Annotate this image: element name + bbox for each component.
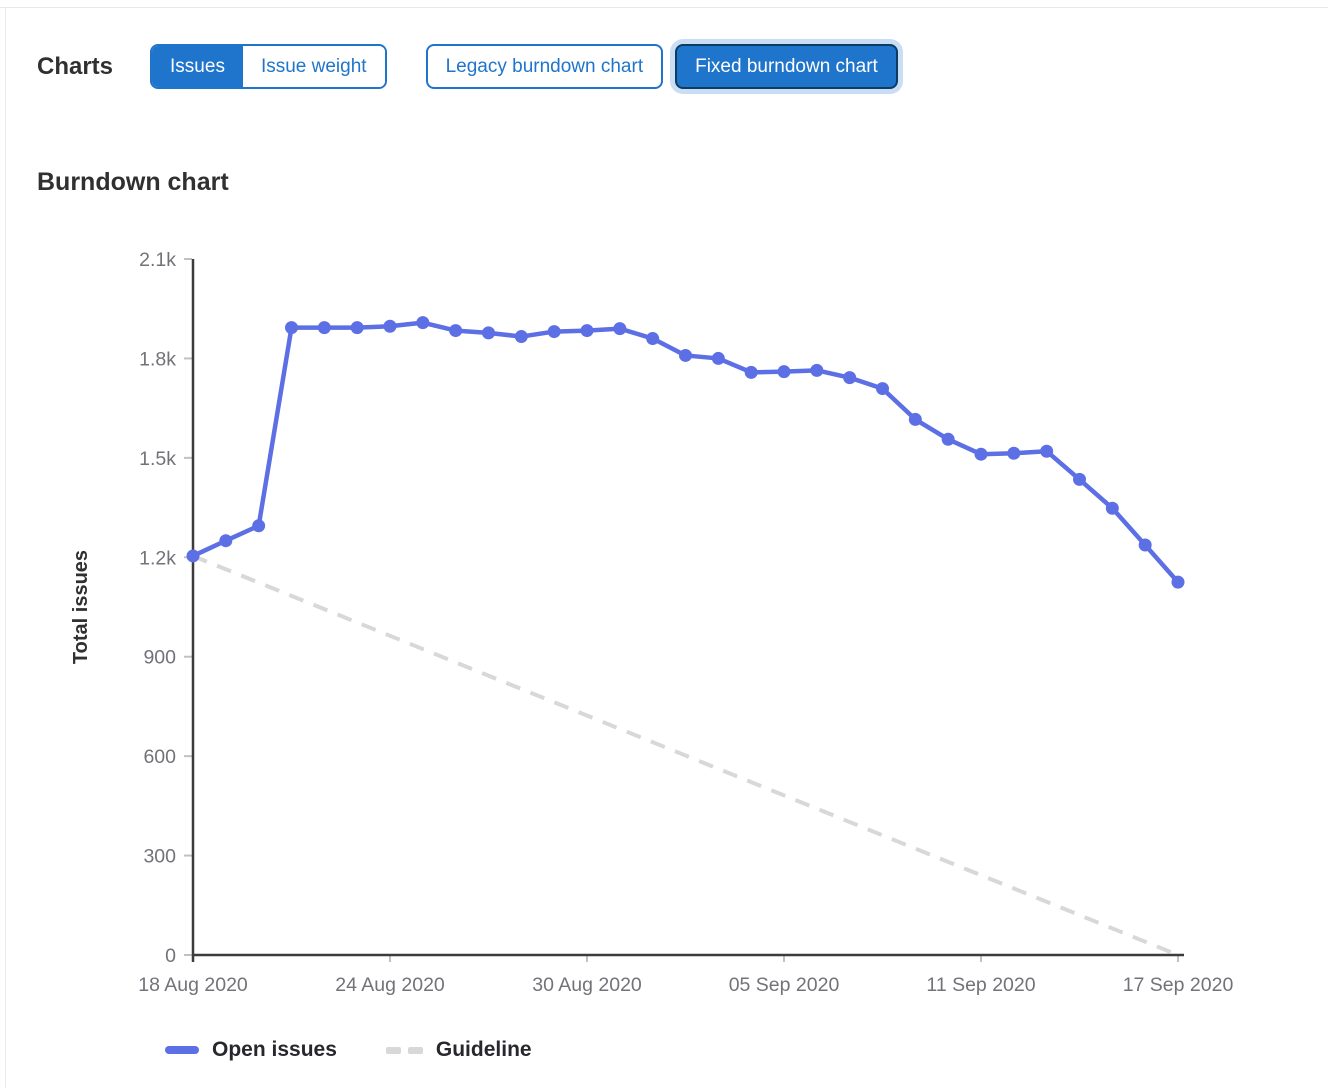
open-issues-point[interactable] [482,326,495,340]
y-axis-tick-label: 900 [143,647,176,669]
toggle-issues-button[interactable]: Issues [152,46,243,87]
y-axis-tick-label: 1.8k [139,348,176,370]
open-issues-point[interactable] [186,549,200,563]
open-issues-point[interactable] [350,321,364,335]
open-issues-point[interactable] [1040,444,1054,458]
open-issues-point[interactable] [941,432,955,446]
legacy-burndown-chart-button[interactable]: Legacy burndown chart [425,44,664,89]
y-axis-tick-label: 1.5k [139,448,176,470]
y-axis-tick-label: 300 [143,846,176,868]
open-issues-point[interactable] [547,325,561,339]
open-issues-point[interactable] [1138,538,1152,552]
guideline-line [192,554,1179,957]
open-issues-point[interactable] [580,324,594,338]
open-issues-point[interactable] [679,348,692,362]
y-axis-title: Total issues [70,550,92,664]
x-axis-tick-label: 17 Sep 2020 [1123,974,1234,996]
y-axis-tick-label: 1.2k [139,547,176,569]
open-issues-point[interactable] [1105,501,1119,515]
open-issues-point[interactable] [876,382,889,396]
open-issues-point[interactable] [1073,472,1086,486]
open-issues-point[interactable] [219,534,233,548]
x-axis-tick-label: 05 Sep 2020 [729,974,840,996]
fixed-burndown-chart-button[interactable]: Fixed burndown chart [675,44,898,89]
legend-label-open-issues: Open issues [212,1038,337,1061]
open-issues-point[interactable] [908,412,922,426]
top-divider [0,7,1328,8]
x-axis-tick-label: 18 Aug 2020 [138,974,248,996]
open-issues-point[interactable] [974,447,988,461]
open-issues-point[interactable] [646,332,660,346]
y-axis-tick-label: 2.1k [139,249,176,271]
open-issues-point[interactable] [613,322,627,336]
open-issues-point[interactable] [1007,446,1021,460]
y-axis-tick-label: 600 [143,746,176,768]
open-issues-point[interactable] [383,319,397,333]
toggle-issue-weight-button[interactable]: Issue weight [242,46,385,87]
open-issues-point[interactable] [810,363,824,377]
open-issues-point[interactable] [1171,575,1185,589]
issues-toggle-group: Issues Issue weight [150,44,387,89]
open-issues-point[interactable] [317,321,331,335]
charts-header-row: Charts Issues Issue weight Legacy burndo… [37,44,898,89]
x-axis-tick-label: 11 Sep 2020 [926,974,1035,996]
legend-label-guideline: Guideline [435,1038,532,1061]
chart-legend: Open issues Guideline [165,1038,532,1062]
y-axis-tick-label: 0 [165,945,176,967]
open-issues-point[interactable] [711,351,725,365]
open-issues-point[interactable] [744,365,758,379]
open-issues-point[interactable] [449,324,463,338]
guideline-dash-swatch [385,1046,423,1054]
open-issues-point[interactable] [416,316,430,330]
open-issues-point[interactable] [514,330,528,344]
charts-label: Charts [37,52,114,80]
page-title: Burndown chart [37,168,229,196]
x-axis-tick-label: 24 Aug 2020 [335,974,445,996]
open-issues-point[interactable] [252,519,266,533]
left-divider [5,7,6,1088]
open-issues-line-swatch [165,1046,199,1054]
burndown-chart: 0 300 600 900 1.2k 1.5k 1.8k 2.1k 18 Aug 2020 24 … [0,230,1328,1020]
legend-item-open-issues[interactable]: Open issues [165,1038,337,1062]
burndown-chart-svg: 0 300 600 900 1.2k 1.5k 1.8k 2.1k 18 Aug 2020 24 … [70,249,1234,996]
open-issues-point[interactable] [843,371,857,385]
x-axis-tick-label: 30 Aug 2020 [532,974,642,996]
open-issues-point[interactable] [777,365,791,379]
legend-item-guideline[interactable]: Guideline [385,1038,532,1062]
open-issues-point[interactable] [285,321,298,335]
